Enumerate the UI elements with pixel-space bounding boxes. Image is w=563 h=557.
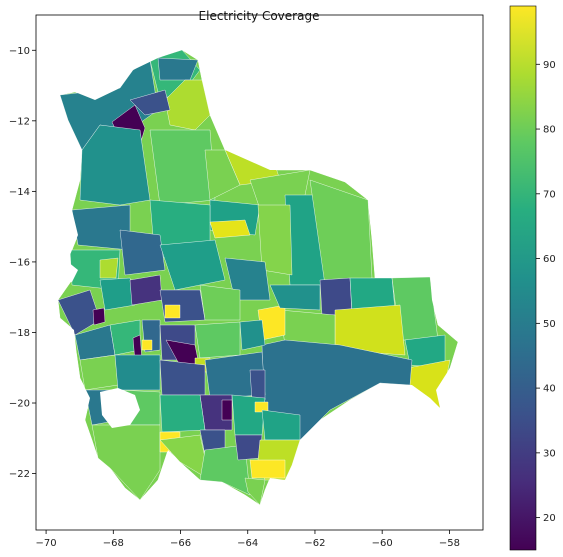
region	[142, 340, 152, 350]
x-tick-label: −58	[439, 538, 460, 549]
region	[262, 410, 300, 440]
x-tick-label: −60	[372, 538, 393, 549]
region	[160, 395, 205, 432]
x-tick-label: −68	[103, 538, 124, 549]
region	[160, 360, 205, 395]
colorbar-tick-label: 50	[543, 319, 556, 330]
colorbar-tick-label: 80	[543, 125, 556, 136]
region	[165, 305, 180, 318]
x-tick-label: −66	[170, 538, 191, 549]
colorbar-tick-label: 60	[543, 254, 556, 265]
y-tick-label: −16	[9, 257, 30, 268]
region	[250, 460, 285, 478]
y-tick-label: −12	[9, 116, 30, 127]
colorbar-tick-label: 70	[543, 189, 556, 200]
region	[150, 130, 215, 205]
region	[222, 400, 232, 420]
chart-title: Electricity Coverage	[199, 9, 320, 23]
region	[232, 395, 265, 435]
region	[115, 355, 160, 390]
y-tick-label: −22	[9, 469, 30, 480]
region	[100, 278, 135, 310]
x-tick-label: −70	[36, 538, 57, 549]
colorbar-tick-label: 30	[543, 448, 556, 459]
region	[210, 220, 250, 238]
x-tick-label: −62	[304, 538, 325, 549]
colorbar-tick-label: 40	[543, 384, 556, 395]
region	[235, 435, 262, 460]
region	[100, 258, 118, 278]
y-tick-label: −18	[9, 328, 30, 339]
colorbar: 20 30 40 50 60 70 80 90	[510, 6, 556, 550]
region	[200, 285, 240, 320]
x-tick-label: −64	[237, 538, 258, 549]
colorbar-gradient	[510, 6, 536, 550]
y-tick-label: −20	[9, 399, 30, 410]
region	[240, 320, 265, 350]
x-axis: −70 −68 −66 −64 −62 −60 −58	[36, 530, 460, 549]
colorbar-tick-label: 20	[543, 513, 556, 524]
region	[130, 275, 162, 305]
region	[93, 308, 105, 325]
colorbar-tick-label: 90	[543, 60, 556, 71]
y-axis: −10 −12 −14 −16 −18 −20 −22	[9, 46, 36, 480]
region	[80, 355, 118, 390]
colorbar-ticks: 20 30 40 50 60 70 80 90	[536, 60, 556, 524]
y-tick-label: −10	[9, 46, 30, 57]
region	[250, 370, 265, 400]
region	[120, 230, 165, 275]
region	[195, 322, 240, 358]
y-tick-label: −14	[9, 187, 30, 198]
region	[280, 310, 335, 345]
